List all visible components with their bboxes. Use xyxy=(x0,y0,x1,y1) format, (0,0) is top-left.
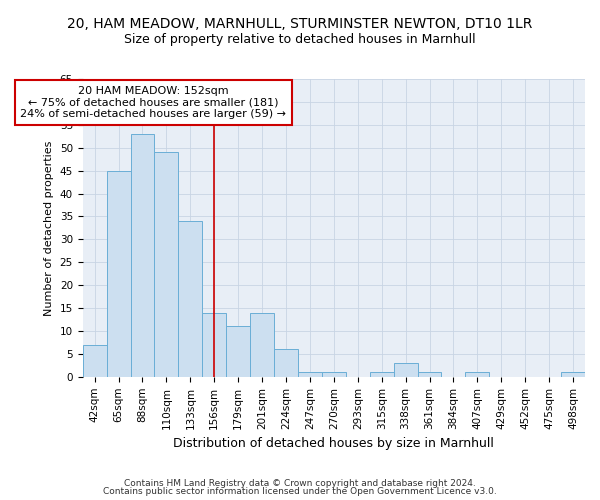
Text: 20, HAM MEADOW, MARNHULL, STURMINSTER NEWTON, DT10 1LR: 20, HAM MEADOW, MARNHULL, STURMINSTER NE… xyxy=(67,18,533,32)
Bar xyxy=(131,134,154,377)
Bar xyxy=(202,312,226,377)
Text: Contains public sector information licensed under the Open Government Licence v3: Contains public sector information licen… xyxy=(103,487,497,496)
Y-axis label: Number of detached properties: Number of detached properties xyxy=(44,140,54,316)
Bar xyxy=(154,152,178,377)
Bar xyxy=(226,326,250,377)
Bar xyxy=(394,363,418,377)
Bar xyxy=(298,372,322,377)
Bar xyxy=(322,372,346,377)
Bar xyxy=(107,170,131,377)
Bar xyxy=(250,312,274,377)
Bar xyxy=(370,372,394,377)
Bar xyxy=(561,372,585,377)
Text: Contains HM Land Registry data © Crown copyright and database right 2024.: Contains HM Land Registry data © Crown c… xyxy=(124,478,476,488)
Bar xyxy=(178,221,202,377)
Bar xyxy=(466,372,490,377)
Bar xyxy=(274,350,298,377)
X-axis label: Distribution of detached houses by size in Marnhull: Distribution of detached houses by size … xyxy=(173,437,494,450)
Bar xyxy=(83,344,107,377)
Text: Size of property relative to detached houses in Marnhull: Size of property relative to detached ho… xyxy=(124,32,476,46)
Bar xyxy=(418,372,442,377)
Text: 20 HAM MEADOW: 152sqm
← 75% of detached houses are smaller (181)
24% of semi-det: 20 HAM MEADOW: 152sqm ← 75% of detached … xyxy=(20,86,286,119)
